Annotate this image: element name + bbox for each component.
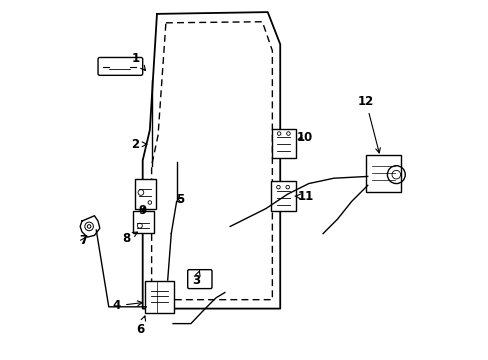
Text: 8: 8 <box>122 232 137 246</box>
Text: 4: 4 <box>113 299 142 312</box>
Polygon shape <box>157 12 272 51</box>
FancyBboxPatch shape <box>271 129 295 158</box>
Text: 10: 10 <box>297 131 313 144</box>
FancyBboxPatch shape <box>133 211 154 233</box>
Text: 1: 1 <box>131 52 145 71</box>
Text: 7: 7 <box>79 234 87 247</box>
Text: 2: 2 <box>131 138 146 151</box>
Text: 11: 11 <box>294 190 313 203</box>
Polygon shape <box>80 216 100 237</box>
Text: 6: 6 <box>136 316 145 336</box>
Text: 9: 9 <box>138 204 146 217</box>
FancyBboxPatch shape <box>187 270 212 289</box>
Text: 5: 5 <box>176 193 184 206</box>
Text: 3: 3 <box>192 271 200 287</box>
FancyBboxPatch shape <box>98 58 142 75</box>
FancyBboxPatch shape <box>271 181 295 211</box>
FancyBboxPatch shape <box>145 281 174 313</box>
FancyBboxPatch shape <box>135 179 156 209</box>
FancyBboxPatch shape <box>366 156 401 192</box>
Text: 12: 12 <box>357 95 380 153</box>
